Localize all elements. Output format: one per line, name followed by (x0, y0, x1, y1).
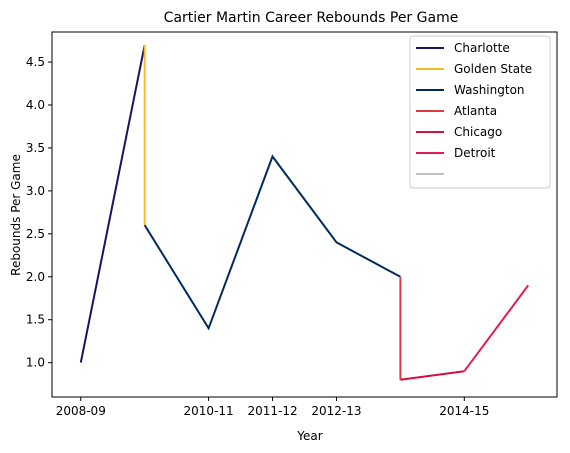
legend-box (409, 35, 551, 189)
series-line-detroit (463, 284, 530, 372)
series-line-charlotte (79, 44, 146, 363)
x-tick-label: 2014-15 (439, 404, 489, 418)
x-tick-label: 2012-13 (311, 404, 361, 418)
x-tick-label: 2010-11 (184, 404, 234, 418)
x-axis-label: Year (296, 429, 322, 443)
series-line-chicago (400, 370, 465, 381)
y-tick-label: 3.0 (26, 184, 45, 198)
series-line-washington (143, 154, 401, 331)
x-axis-ticks: 2008-09 2010-11 2011-12 2012-13 2014-15 (56, 397, 489, 418)
y-tick-label: 1.0 (26, 356, 45, 370)
y-axis-ticks: 1.0 1.5 2.0 2.5 3.0 3.5 4.0 4.5 (26, 55, 52, 370)
plot-area: 2008-09 2010-11 2011-12 2012-13 2014-15 1.01… (26, 31, 558, 418)
legend-label: Detroit (454, 146, 496, 160)
y-tick-label: 2.0 (26, 270, 45, 284)
chart-title: Cartier Martin Career Rebounds Per Game (164, 10, 459, 26)
y-tick-label: 1.5 (26, 313, 45, 327)
y-tick-label: 4.5 (26, 55, 45, 69)
legend-label: Chicago (454, 125, 502, 139)
legend-label: Golden State (454, 62, 532, 76)
legend-label: Atlanta (454, 104, 497, 118)
series-layer (79, 44, 530, 381)
legend-label: Washington (454, 83, 525, 97)
x-tick-label: 2008-09 (56, 404, 106, 418)
legend-label: Charlotte (454, 41, 510, 55)
y-axis-label: Rebounds Per Game (9, 154, 23, 276)
legend: Charlotte Golden State Washington Atlanta Ch… (409, 35, 551, 189)
plot-frame (51, 31, 558, 398)
x-tick-label: 2011-12 (247, 404, 297, 418)
y-tick-label: 4.0 (26, 98, 45, 112)
y-tick-label: 2.5 (26, 227, 45, 241)
y-tick-label: 3.5 (26, 141, 45, 155)
